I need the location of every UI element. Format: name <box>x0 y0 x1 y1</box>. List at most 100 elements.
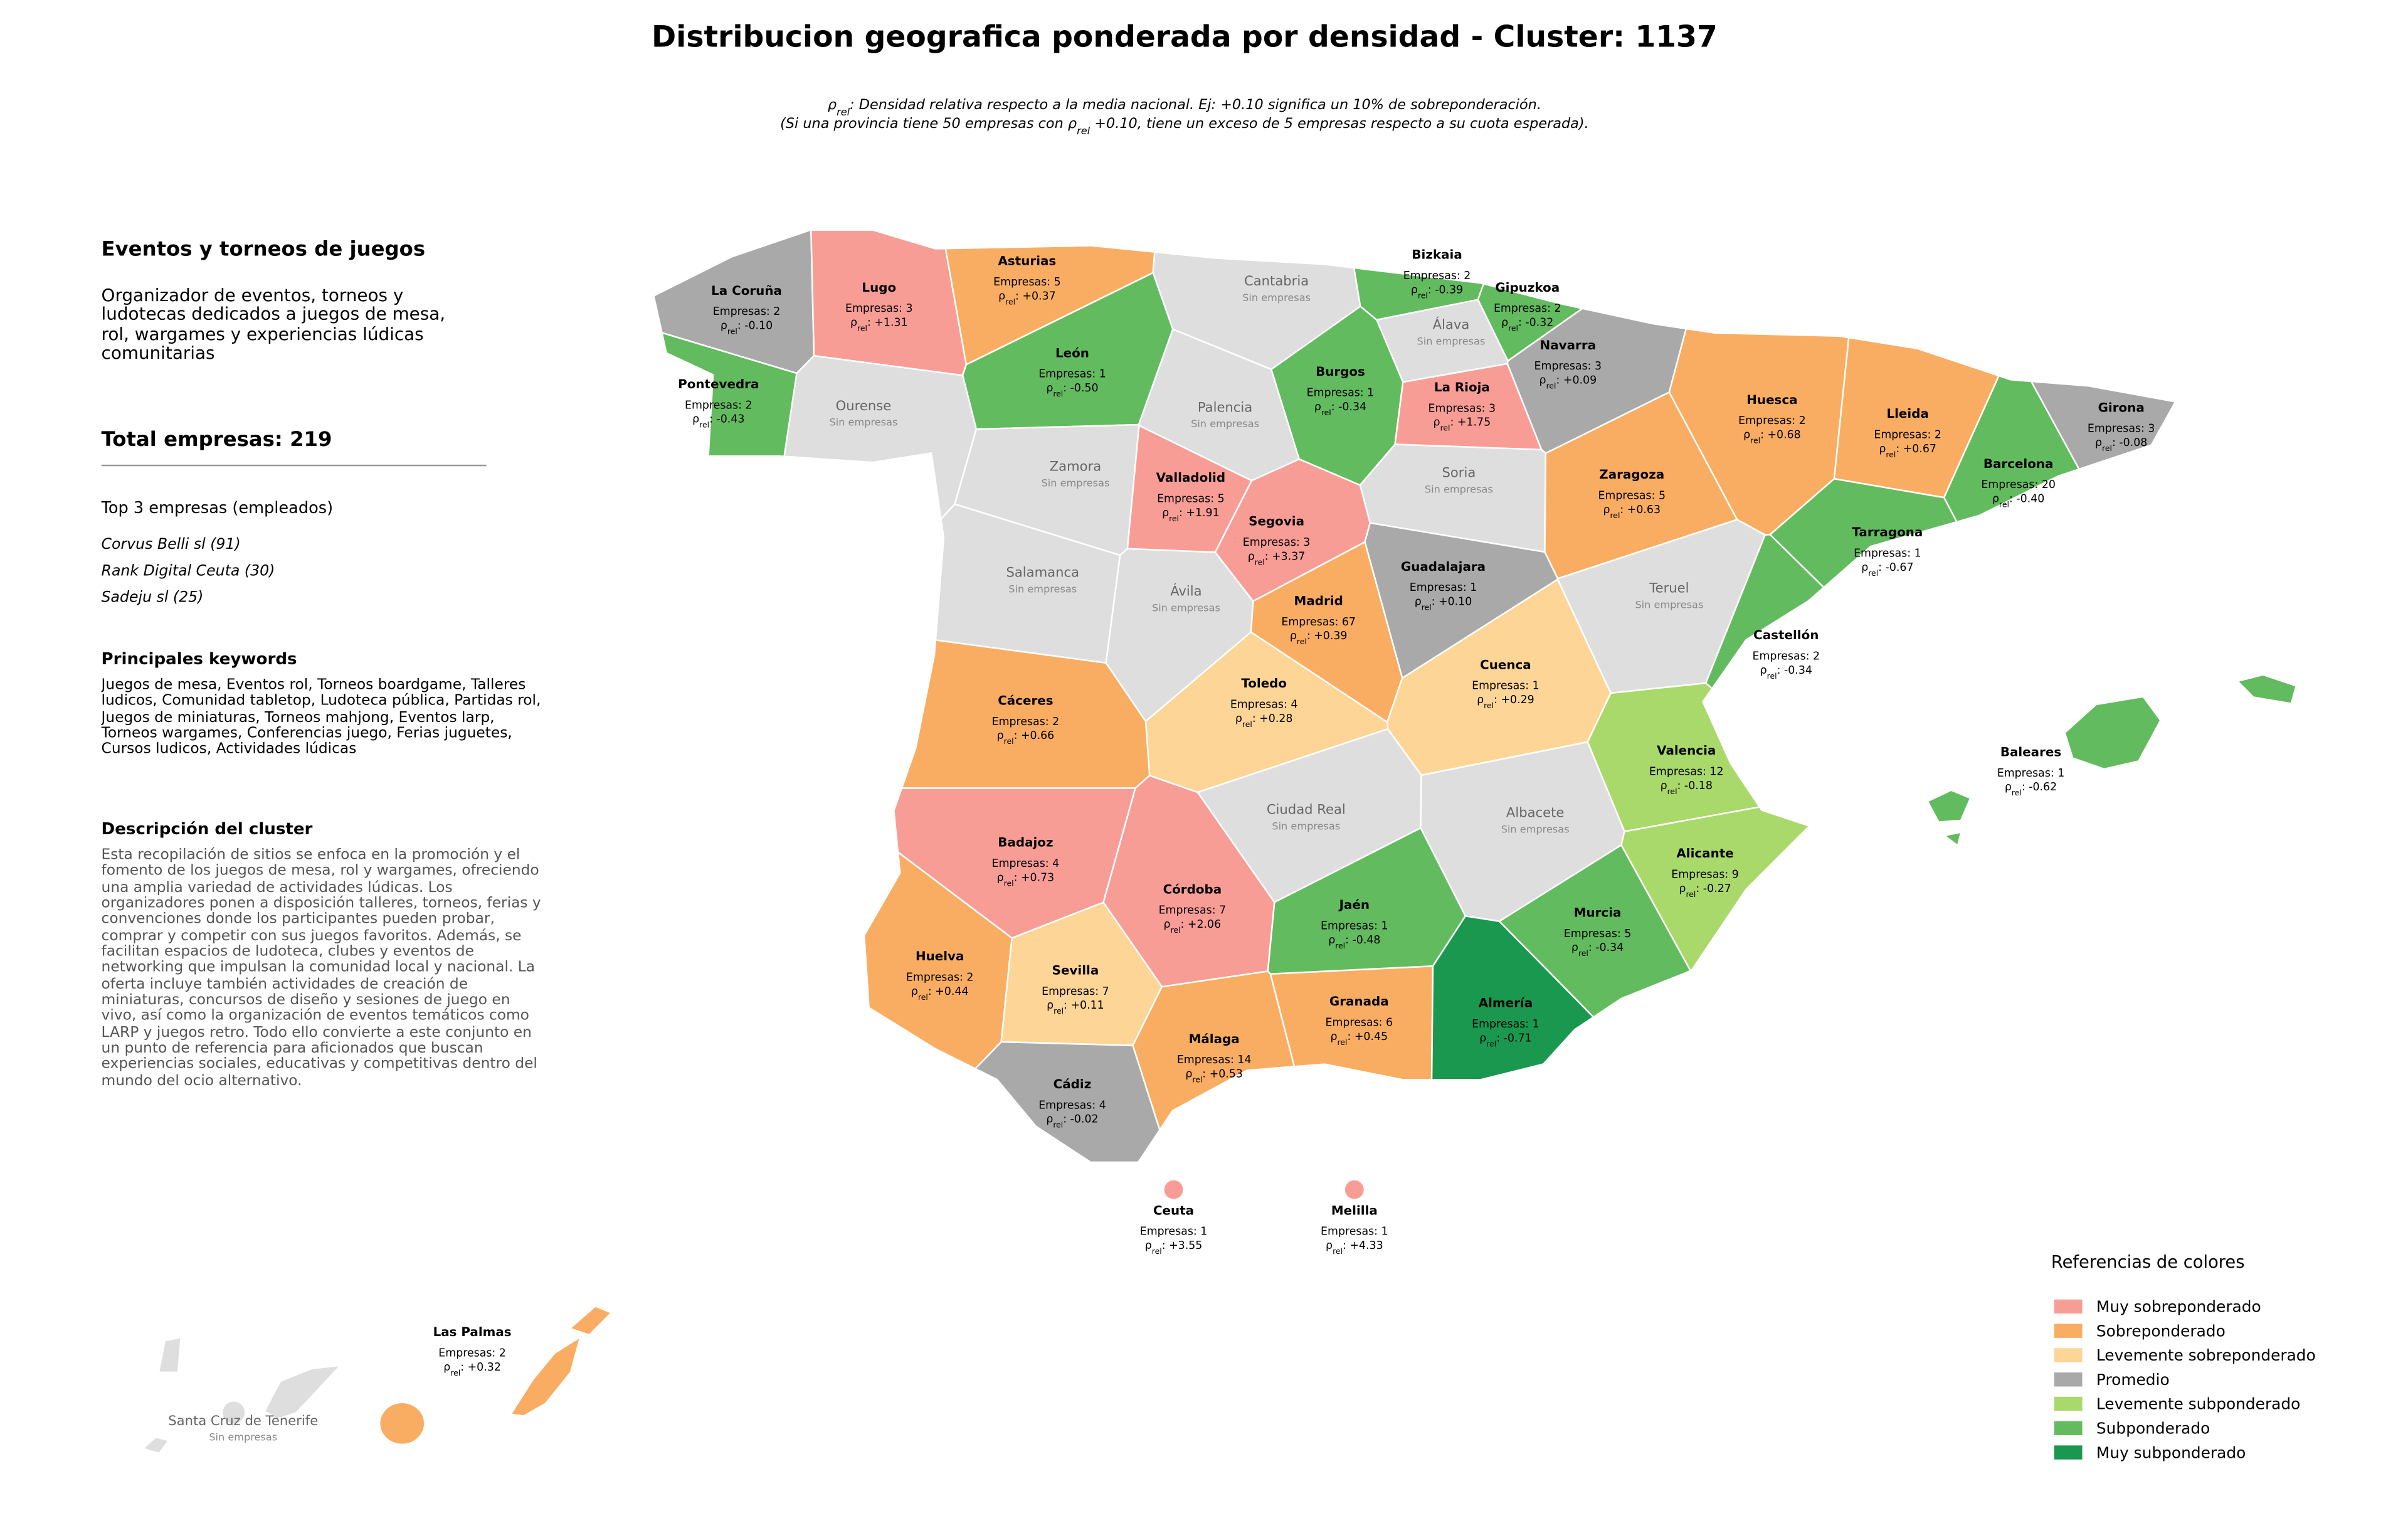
rho-sub: rel <box>1610 510 1620 519</box>
top-heading: Top 3 empresas (empleados) <box>101 499 334 518</box>
province-name: Segovia <box>1249 514 1304 529</box>
rho-value: ρrel: +0.10 <box>1415 595 1472 612</box>
description-heading: Descripción del cluster <box>101 820 313 839</box>
rho-value: ρrel: -0.71 <box>1479 1032 1531 1048</box>
rho-sep: : <box>1432 595 1439 608</box>
company-count: Empresas: 2 <box>1403 270 1471 282</box>
rho: -0.48 <box>1353 934 1381 947</box>
province-area <box>569 1306 612 1335</box>
rho-symbol: ρ <box>1415 595 1422 608</box>
rho-symbol: ρ <box>1185 1068 1192 1081</box>
province-name: Alicante <box>1676 846 1733 861</box>
province-name: Cádiz <box>1054 1077 1092 1091</box>
keywords-heading: Principales keywords <box>101 650 297 669</box>
province-name: Valencia <box>1657 743 1716 758</box>
rho-sep: : <box>1677 780 1684 792</box>
province-name: Cantabria <box>1244 273 1309 289</box>
province-name: Granada <box>1329 994 1389 1009</box>
legend-swatch <box>2054 1348 2083 1362</box>
rho-sub: rel <box>450 1367 460 1377</box>
subtitle-part: rel <box>1077 124 1090 136</box>
province-name: Barcelona <box>1983 457 2054 471</box>
province-area <box>142 1436 169 1454</box>
rho-symbol: ρ <box>1879 443 1886 455</box>
rho-symbol: ρ <box>1046 1113 1053 1126</box>
rho-symbol: ρ <box>1235 713 1242 725</box>
rho-symbol: ρ <box>998 290 1005 302</box>
rho-value: ρrel: +2.06 <box>1164 918 1222 935</box>
mainland <box>654 230 2175 1162</box>
rho-sep: : <box>1345 934 1352 947</box>
rho-value: ρrel: +3.37 <box>1248 550 1306 566</box>
province-name: Guadalajara <box>1401 560 1486 574</box>
rho-sep: : <box>1064 999 1070 1012</box>
province-area <box>264 1365 341 1419</box>
rho-value: ρrel: +0.11 <box>1047 999 1104 1016</box>
rho-symbol: ρ <box>2095 437 2102 449</box>
rho-value: ρrel: -0.08 <box>2095 437 2147 453</box>
rho-value: ρrel: -0.34 <box>1314 401 1366 417</box>
rho-sub: rel <box>1338 1037 1348 1046</box>
province-name: Jaén <box>1338 898 1370 912</box>
rho-symbol: ρ <box>1603 504 1610 516</box>
rho-sub: rel <box>1508 323 1518 332</box>
rho-symbol: ρ <box>1314 401 1321 413</box>
rho-symbol: ρ <box>1328 934 1335 947</box>
rho-sep: : <box>1265 550 1272 563</box>
company-count: Empresas: 7 <box>1042 985 1109 998</box>
rho-symbol: ρ <box>1992 492 1999 505</box>
company-count: Empresas: 2 <box>1494 302 1561 315</box>
rho-sub: rel <box>1484 701 1494 710</box>
company-count: Empresas: 2 <box>685 399 752 411</box>
rho-symbol: ρ <box>1290 630 1297 642</box>
rho-sep: : <box>1347 1031 1354 1043</box>
province-name: Huelva <box>916 949 964 963</box>
rho-symbol: ρ <box>1679 883 1686 895</box>
rho-sub: rel <box>1171 925 1181 934</box>
company-count: Empresas: 3 <box>845 302 913 315</box>
rho: +0.68 <box>1767 429 1800 442</box>
rho-value: ρrel: +0.73 <box>997 871 1055 888</box>
province-area <box>1944 832 1962 846</box>
rho-symbol: ρ <box>1248 550 1255 563</box>
rho-sep: : <box>1181 918 1188 931</box>
rho-sub: rel <box>1422 602 1432 612</box>
rho-symbol: ρ <box>850 317 857 329</box>
company-count: Empresas: 4 <box>1230 699 1298 711</box>
province-name: Asturias <box>998 254 1057 268</box>
rho-value: ρrel: +0.67 <box>1879 443 1936 459</box>
rho-sub: rel <box>1886 449 1896 459</box>
rho: -0.18 <box>1684 780 1713 792</box>
company-count: Empresas: 1 <box>1321 1226 1388 1238</box>
province-area <box>158 1337 182 1373</box>
legend-label: Sobreponderado <box>2096 1322 2226 1340</box>
empty-note: Sin empresas <box>1242 292 1311 304</box>
rho-value: ρrel: +0.44 <box>911 985 969 1002</box>
rho: -0.34 <box>1338 401 1366 413</box>
company-count: Empresas: 1 <box>1140 1226 1208 1238</box>
province-name: Castellón <box>1753 628 1819 642</box>
rho-sub: rel <box>1440 423 1450 432</box>
company-count: Empresas: 3 <box>1428 402 1496 415</box>
rho-value: ρrel: -0.62 <box>2005 781 2057 797</box>
rho: +0.11 <box>1070 999 1104 1012</box>
company-count: Empresas: 2 <box>438 1347 506 1359</box>
rho: +0.10 <box>1439 595 1472 608</box>
rho-symbol: ρ <box>1411 284 1418 296</box>
rho-sub: rel <box>1321 407 1331 416</box>
company-count: Empresas: 1 <box>1307 386 1375 399</box>
company-count: Empresas: 1 <box>1997 767 2065 780</box>
rho-sep: : <box>1450 416 1457 429</box>
rho-value: ρrel: -0.43 <box>692 413 744 430</box>
rho-sub: rel <box>1053 1120 1063 1129</box>
rho-sep: : <box>1331 401 1338 413</box>
province-name: Málaga <box>1189 1032 1240 1046</box>
province-name: Cuenca <box>1480 657 1531 672</box>
rho-sep: : <box>1696 883 1703 895</box>
subtitle-part: +0.10, tiene un exceso de 5 empresas res… <box>1090 115 1589 132</box>
company-count: Empresas: 2 <box>1753 650 1820 662</box>
sidebar: Eventos y torneos de juegos Organizador … <box>101 238 541 1089</box>
rho-symbol: ρ <box>1477 694 1484 706</box>
